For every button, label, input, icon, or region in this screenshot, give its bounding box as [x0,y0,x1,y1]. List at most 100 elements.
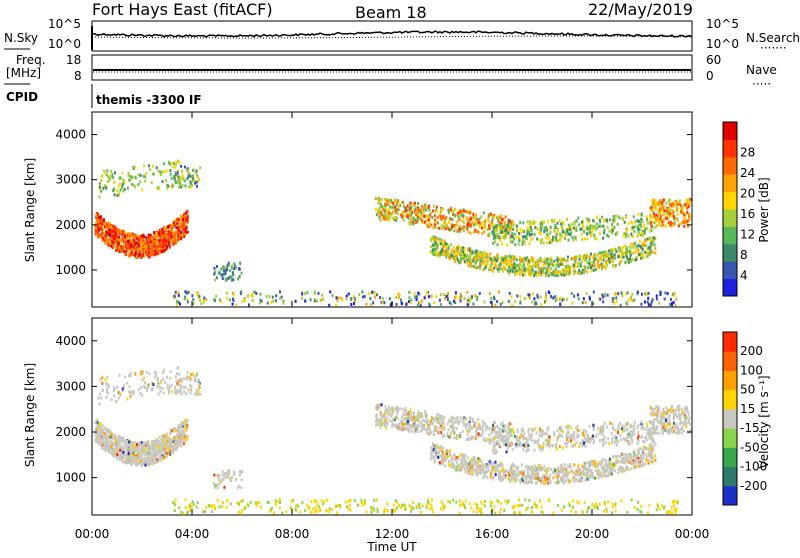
power-echo-cell [112,239,114,242]
power-y-tick-label: 2000 [55,218,86,232]
power-echo-cell [652,251,654,254]
velocity-echo-cell [183,386,185,389]
power-echo-cell [410,216,412,219]
power-echo-cell [553,272,555,275]
power-echo-cell [489,227,491,230]
velocity-echo-cell [145,442,147,445]
power-echo-cell [390,199,392,202]
nsearch-top-tick: 10^5 [706,17,739,31]
power-echo-cell [411,208,413,211]
power-echo-cell [237,277,239,280]
power-echo-cell [177,160,179,163]
velocity-echo-cell [102,389,104,392]
power-echo-cell [394,205,396,208]
power-echo-cell [153,247,155,250]
velocity-echo-cell [111,445,113,448]
power-echo-cell [546,269,548,272]
power-echo-cell [134,235,136,238]
power-echo-cell [484,223,486,226]
velocity-echo-cell [163,369,165,372]
power-echo-cell [667,221,669,224]
power-echo-cell [266,295,268,298]
power-echo-cell [401,302,403,305]
power-echo-cell [499,227,501,230]
velocity-echo-cell [155,374,157,377]
power-y-tick-label: 1000 [55,263,86,277]
power-echo-cell [304,292,306,295]
power-echo-cell [117,233,119,236]
velocity-echo-cell [379,426,381,429]
power-echo-cell [540,295,542,298]
power-echo-cell [184,166,186,169]
power-echo-cell [162,242,164,245]
velocity-echo-cell [146,445,148,448]
velocity-echo-cell [156,439,158,442]
velocity-echo-cell [113,394,115,397]
power-echo-cell [115,249,117,252]
velocity-echo-cell [183,440,185,443]
power-echo-cell [496,216,498,219]
power-echo-cell [590,266,592,269]
power-echo-cell [632,246,634,249]
velocity-echo-cell [399,421,401,424]
power-echo-cell [176,300,178,303]
velocity-echo-cell [147,452,149,455]
power-echo-cell [181,170,183,173]
velocity-echo-cell [174,386,176,389]
power-echo-cell [521,270,523,273]
power-echo-cell [541,259,543,262]
power-echo-cell [423,211,425,214]
velocity-echo-cell [131,442,133,445]
power-echo-cell [131,183,133,186]
power-echo-cell [440,293,442,296]
power-echo-cell [644,251,646,254]
power-echo-cell [181,234,183,237]
power-echo-cell [144,245,146,248]
power-echo-cell [581,233,583,236]
power-echo-cell [417,304,419,307]
velocity-echo-cell [116,444,118,447]
power-echo-cell [522,235,524,238]
power-colorbar-segment [723,122,737,140]
power-echo-cell [434,219,436,222]
power-echo-cell [575,265,577,268]
power-echo-cell [142,250,144,253]
power-echo-cell [612,298,614,301]
power-echo-cell [301,297,303,300]
power-echo-cell [192,175,194,178]
velocity-echo-cell [154,443,156,446]
power-echo-cell [494,304,496,307]
power-echo-cell [659,219,661,222]
power-echo-cell [589,255,591,258]
power-echo-cell [433,301,435,304]
power-echo-cell [381,302,383,305]
velocity-echo-cell [108,437,110,440]
power-echo-cell [547,220,549,223]
power-echo-cell [563,222,565,225]
power-echo-cell [606,234,608,237]
power-echo-cell [259,302,261,305]
velocity-echo-cell [166,435,168,438]
power-echo-cell [149,254,151,257]
power-echo-cell [497,243,499,246]
power-echo-cell [493,296,495,299]
power-echo-cell [673,301,675,304]
power-echo-cell [406,215,408,218]
power-echo-cell [545,262,547,265]
power-echo-cell [648,303,650,306]
power-echo-cell [594,263,596,266]
power-echo-cell [176,303,178,306]
power-echo-cell [529,297,531,300]
velocity-echo-cell [122,451,124,454]
power-echo-cell [608,257,610,260]
power-echo-cell [170,162,172,165]
power-echo-cell [122,246,124,249]
power-echo-cell [473,303,475,306]
velocity-echo-cell [105,396,107,399]
power-echo-cell [460,209,462,212]
sky-noise-trace [92,26,692,50]
power-echo-cell [650,303,652,306]
velocity-echo-cell [155,460,157,463]
velocity-echo-cell [456,416,458,419]
power-echo-cell [596,238,598,241]
